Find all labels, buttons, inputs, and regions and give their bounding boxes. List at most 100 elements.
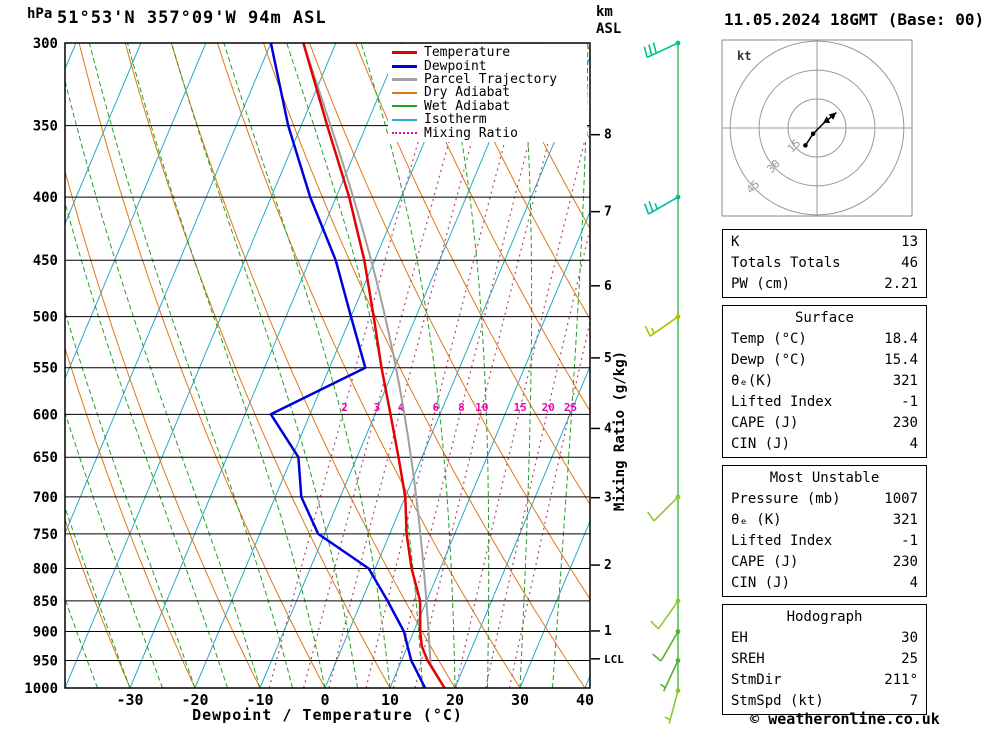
table-title: Surface (794, 310, 854, 326)
dry-adiabat-line (493, 43, 590, 230)
isotherm-line (65, 43, 337, 688)
table-row: CIN (J) 4 (731, 573, 918, 594)
pressure-tick-label: 550 (33, 361, 58, 377)
legend-item: Parcel Trajectory (392, 73, 587, 86)
mixing-ratio-line (455, 116, 590, 688)
asl-label: ASL (596, 21, 622, 37)
isotherm-line (324, 55, 590, 688)
pressure-tick-label: 950 (33, 654, 58, 670)
wet-adiabat-line (65, 78, 261, 688)
temp-tick-label: 10 (381, 691, 399, 709)
legend-swatch (392, 132, 417, 135)
table-row-label: PW (cm) (731, 276, 791, 292)
pressure-tick-label: 500 (33, 310, 58, 326)
table-row-value: 15.4 (884, 352, 918, 368)
table-row: CAPE (J) 230 (731, 552, 918, 573)
pressure-tick-label: 1000 (24, 681, 58, 697)
mixing-ratio-value-label: 10 (475, 401, 488, 414)
indices-table: K 13 Totals Totals 46 PW (cm) 2.21 (722, 229, 927, 298)
km-tick-label: 5 (604, 351, 612, 366)
wet-adiabat-line (88, 43, 293, 688)
table-row-value: 321 (892, 512, 918, 528)
copyright: © weatheronline.co.uk (750, 710, 940, 728)
temp-tick-label: 20 (446, 691, 464, 709)
mixing-ratio-value-label: 20 (542, 401, 555, 414)
table-row-label: StmDir (731, 672, 782, 688)
wind-barb (668, 690, 679, 724)
indices-table: Hodograph EH 30 SREH 25 StmDir 211° StmSpd (kt)… (722, 604, 927, 715)
pressure-tick-label: 800 (33, 561, 58, 577)
table-row: θₑ (K) 321 (731, 510, 918, 531)
dewpoint-curve (269, 43, 427, 688)
table-row-label: EH (731, 630, 748, 646)
table-row: SREH 25 (731, 649, 918, 670)
table-row-label: SREH (731, 651, 765, 667)
temp-tick-label: -20 (181, 691, 208, 709)
pressure-tick-label: 450 (33, 253, 58, 269)
wind-station-dot (675, 688, 681, 694)
table-row-label: Totals Totals (731, 255, 841, 271)
wind-barb-column (643, 40, 681, 724)
table-title: Hodograph (786, 609, 863, 625)
mixing-ratio-value-label: 6 (433, 401, 440, 414)
table-row-value: 25 (901, 651, 918, 667)
km-tick-label: 2 (604, 558, 612, 573)
isotherm-line (0, 43, 11, 688)
mixing-ratio-line (268, 43, 447, 688)
wet-adiabat-line (360, 43, 456, 688)
table-row-value: 4 (909, 436, 918, 452)
dry-adiabat-line (447, 43, 590, 321)
legend-swatch (392, 118, 417, 121)
legend-item: Dry Adiabat (392, 86, 587, 99)
table-row-value: -1 (901, 394, 918, 410)
wind-barb (657, 600, 679, 630)
table-row-value: 4 (909, 575, 918, 591)
table-row: CAPE (J) 230 (731, 413, 918, 434)
table-row-label: θₑ (K) (731, 512, 782, 528)
temp-tick-label: 40 (576, 691, 594, 709)
table-row: Pressure (mb) 1007 (731, 489, 918, 510)
km-tick-label: 1 (604, 624, 612, 639)
isotherm-line (65, 43, 207, 380)
hodograph-unit-label: kt (737, 49, 751, 63)
table-row-value: -1 (901, 533, 918, 549)
table-row: Totals Totals 46 (731, 253, 918, 274)
isotherm-line (389, 210, 590, 688)
table-row-label: Dewp (°C) (731, 352, 807, 368)
table-row: CIN (J) 4 (731, 434, 918, 455)
table-row-value: 1007 (884, 491, 918, 507)
pressure-tick-label: 600 (33, 407, 58, 423)
wind-barb (660, 631, 679, 662)
table-row-label: CIN (J) (731, 575, 791, 591)
temperature-curve (302, 43, 446, 688)
mixing-ratio-value-label: 25 (564, 401, 577, 414)
table-row: θₑ(K) 321 (731, 371, 918, 392)
isotherm-line (194, 43, 467, 688)
km-label: km (596, 4, 613, 20)
legend-item: Mixing Ratio (392, 126, 587, 140)
pressure-tick-label: 700 (33, 490, 58, 506)
table-title: Most Unstable (769, 470, 880, 486)
wind-barb (662, 660, 679, 692)
indices-tables: K 13 Totals Totals 46 PW (cm) 2.21 Surface Temp… (722, 229, 927, 722)
table-row: Temp (°C) 18.4 (731, 329, 918, 350)
table-row: K 13 (731, 232, 918, 253)
table-row: Dewp (°C) 15.4 (731, 350, 918, 371)
dry-adiabat-line (401, 43, 590, 412)
pressure-tick-label: 350 (33, 119, 58, 135)
legend-item: Wet Adiabat (392, 100, 587, 113)
table-row: Lifted Index -1 (731, 531, 918, 552)
wet-adiabat-line (171, 43, 358, 688)
legend-swatch (392, 91, 417, 94)
pressure-axis-unit: hPa (27, 6, 53, 22)
altitude-axis-unit: km ASL (596, 4, 621, 38)
pressure-tick-label: 650 (33, 450, 58, 466)
km-tick-label: 7 (604, 205, 612, 220)
plot-border (64, 42, 591, 689)
isotherm-line (454, 365, 590, 688)
table-row: StmSpd (kt) 7 (731, 691, 918, 712)
table-row-value: 46 (901, 255, 918, 271)
mixing-ratio-value-label: 2 (341, 401, 348, 414)
